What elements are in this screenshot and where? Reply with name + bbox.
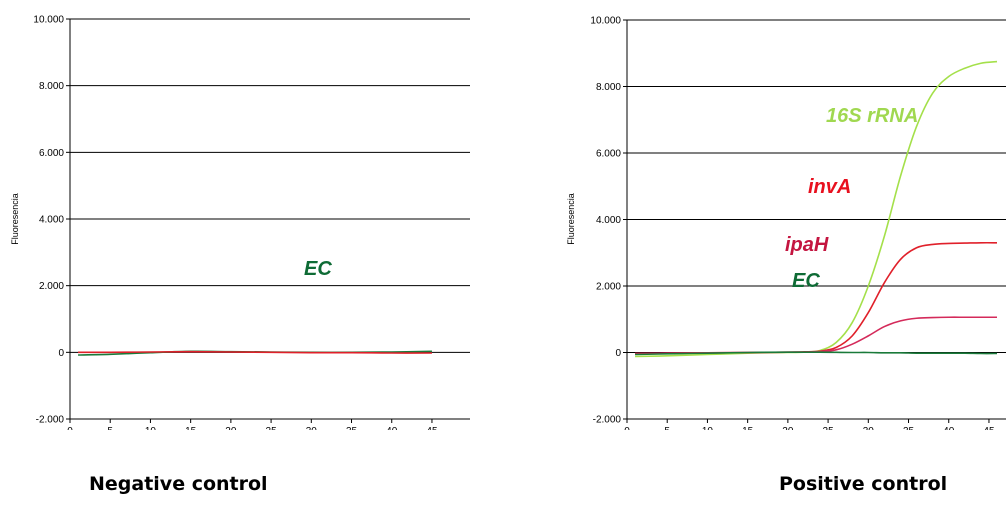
y-axis-title: Fluoresencia — [566, 193, 576, 245]
negative-control-caption: Negative control — [89, 473, 268, 495]
x-tick-label: 0 — [67, 426, 73, 430]
x-tick-label: 45 — [426, 426, 438, 430]
positive-control-chart: -2.00002.0004.0006.0008.00010.0000510152… — [536, 0, 1006, 430]
y-tick-label: 10.000 — [590, 16, 621, 27]
negative-control-plot: -2.00002.0004.0006.0008.00010.0000510152… — [10, 15, 470, 430]
series-label-ec: EC — [304, 258, 332, 280]
y-tick-label: 8.000 — [39, 81, 64, 92]
series-label-ec: EC — [792, 270, 820, 292]
series-label-ipah: ipaH — [785, 234, 829, 256]
x-tick-label: 5 — [107, 426, 113, 430]
x-tick-label: 30 — [863, 426, 875, 430]
y-tick-label: 8.000 — [596, 82, 621, 93]
x-tick-label: 10 — [702, 426, 714, 430]
y-tick-label: -2.000 — [593, 415, 622, 426]
x-tick-label: 15 — [185, 426, 197, 430]
positive-control-plot: -2.00002.0004.0006.0008.00010.0000510152… — [566, 16, 1006, 430]
series-label-inva: invA — [808, 176, 851, 198]
series-line-inva — [635, 241, 998, 355]
x-tick-label: 20 — [782, 426, 794, 430]
y-tick-label: 0 — [615, 348, 621, 359]
x-tick-label: 15 — [742, 426, 754, 430]
x-tick-label: 45 — [983, 426, 995, 430]
x-tick-label: 40 — [943, 426, 955, 430]
y-tick-label: 6.000 — [39, 148, 64, 159]
x-tick-label: 10 — [145, 426, 157, 430]
y-tick-label: 0 — [58, 348, 64, 359]
positive-control-caption: Positive control — [779, 473, 948, 495]
x-tick-label: 20 — [225, 426, 237, 430]
y-tick-label: 4.000 — [596, 215, 621, 226]
x-tick-label: 25 — [266, 426, 278, 430]
y-tick-label: 2.000 — [596, 282, 621, 293]
y-tick-label: 6.000 — [596, 149, 621, 160]
series-line-ec — [635, 351, 998, 356]
x-tick-label: 5 — [664, 426, 670, 430]
series-line-unlabeled — [78, 350, 432, 354]
series-line-ipah — [635, 316, 997, 355]
negative-control-chart: -2.00002.0004.0006.0008.00010.0000510152… — [0, 0, 470, 430]
x-tick-label: 35 — [346, 426, 358, 430]
x-tick-label: 25 — [823, 426, 835, 430]
y-axis-title: Fluoresencia — [10, 193, 20, 245]
y-tick-label: -2.000 — [36, 415, 65, 426]
x-tick-label: 0 — [624, 426, 630, 430]
series-label-16s-rrna: 16S rRNA — [826, 105, 918, 127]
y-tick-label: 10.000 — [33, 15, 64, 26]
x-tick-label: 35 — [903, 426, 915, 430]
x-tick-label: 40 — [386, 426, 398, 430]
y-tick-label: 4.000 — [39, 215, 64, 226]
x-tick-label: 30 — [306, 426, 318, 430]
y-tick-label: 2.000 — [39, 281, 64, 292]
series-line-16s-rrna — [635, 60, 998, 358]
